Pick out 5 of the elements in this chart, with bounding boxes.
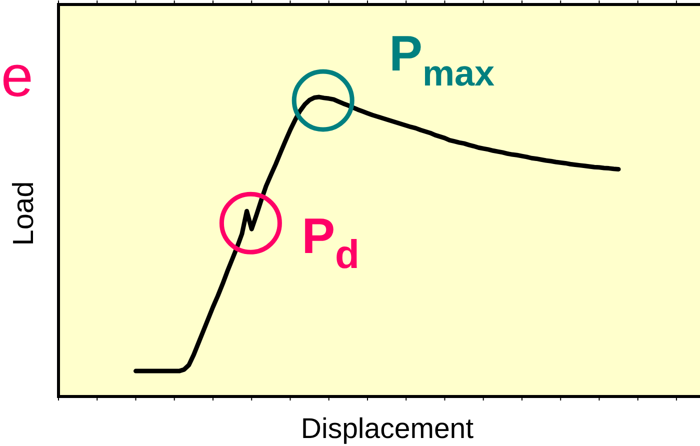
y-axis-title: Load [8, 181, 40, 246]
text: e [1, 44, 34, 109]
text: P$_{max}$ [389, 25, 495, 94]
annotation: P$_{d}$ [302, 208, 360, 278]
x-axis-title: Displacement [300, 413, 474, 445]
